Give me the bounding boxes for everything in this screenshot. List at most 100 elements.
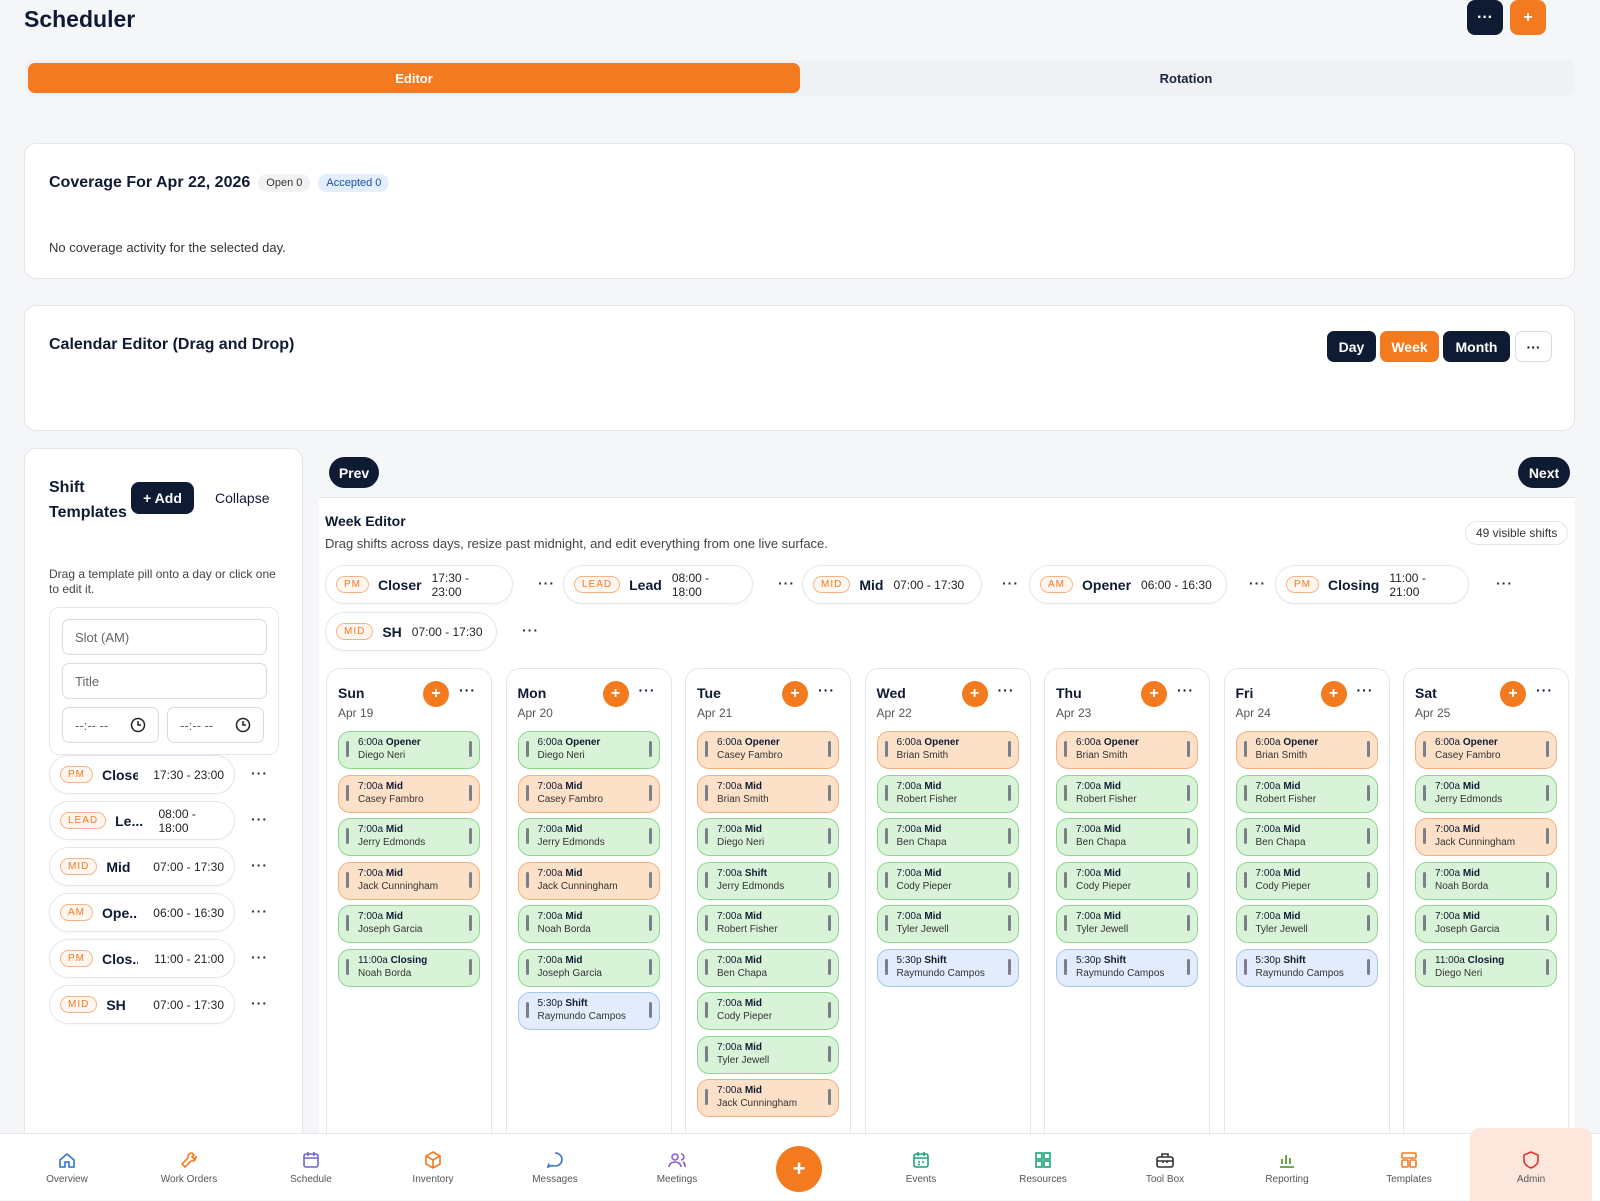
tab-rotation[interactable]: Rotation xyxy=(1159,70,1213,86)
fab-add-button[interactable]: + xyxy=(776,1146,822,1192)
nav-item-messages[interactable]: Messages xyxy=(494,1134,616,1201)
nav-item-inventory[interactable]: Inventory xyxy=(372,1134,494,1201)
shift-card[interactable]: 7:00a Mid Jack Cunningham xyxy=(338,861,480,900)
shift-card[interactable]: 5:30p Shift Raymundo Campos xyxy=(876,948,1019,987)
template-more-button[interactable]: ··· xyxy=(251,949,268,965)
nav-item-resources[interactable]: Resources xyxy=(982,1134,1104,1201)
nav-item-work-orders[interactable]: Work Orders xyxy=(128,1134,250,1201)
nav-item-tool-box[interactable]: Tool Box xyxy=(1104,1134,1226,1201)
shift-card[interactable]: 6:00a Opener Diego Neri xyxy=(338,731,480,769)
shift-card[interactable]: 7:00a Mid Cody Pieper xyxy=(1056,861,1198,900)
shift-card[interactable]: 7:00a Mid Cody Pieper xyxy=(1235,861,1378,900)
nav-item-events[interactable]: Events xyxy=(860,1134,982,1201)
template-pill[interactable]: PM Clos... 11:00 - 21:00 xyxy=(49,939,235,978)
add-shift-button[interactable]: + xyxy=(1320,681,1347,707)
view-day-button[interactable]: Day xyxy=(1327,331,1376,362)
week-template-pill[interactable]: LEAD Lead 08:00 - 18:00 xyxy=(563,565,753,604)
shift-card[interactable]: 7:00a Mid Brian Smith xyxy=(697,774,839,813)
nav-item-overview[interactable]: Overview xyxy=(6,1134,128,1201)
shift-card[interactable]: 7:00a Mid Robert Fisher xyxy=(697,905,839,943)
week-template-pill[interactable]: AM Opener 06:00 - 16:30 xyxy=(1029,565,1227,604)
day-more-button[interactable]: ··· xyxy=(1536,682,1553,698)
template-more-button[interactable]: ··· xyxy=(251,811,268,827)
clock-icon[interactable] xyxy=(130,717,146,733)
shift-card[interactable]: 5:30p Shift Raymundo Campos xyxy=(517,992,660,1030)
shift-card[interactable]: 7:00a Mid Cody Pieper xyxy=(697,992,839,1030)
shift-card[interactable]: 7:00a Shift Jerry Edmonds xyxy=(697,861,839,900)
more-button[interactable]: ··· xyxy=(1467,0,1503,35)
shift-card[interactable]: 7:00a Mid Joseph Garcia xyxy=(1415,905,1557,943)
template-more-button[interactable]: ··· xyxy=(778,575,795,591)
add-button[interactable]: + xyxy=(1510,0,1546,35)
shift-card[interactable]: 7:00a Mid Jack Cunningham xyxy=(1415,818,1557,856)
shift-card[interactable]: 7:00a Mid Jack Cunningham xyxy=(517,861,660,900)
template-pill[interactable]: AM Ope... 06:00 - 16:30 xyxy=(49,893,235,932)
end-time-input[interactable]: --:-- -- xyxy=(167,707,264,743)
template-more-button[interactable]: ··· xyxy=(251,765,268,781)
shift-card[interactable]: 6:00a Opener Casey Fambro xyxy=(1415,731,1557,769)
shift-card[interactable]: 7:00a Mid Noah Borda xyxy=(1415,861,1557,900)
prev-week-button[interactable]: Prev xyxy=(329,457,379,488)
shift-card[interactable]: 5:30p Shift Raymundo Campos xyxy=(1235,948,1378,987)
shift-card[interactable]: 7:00a Mid Jerry Edmonds xyxy=(517,818,660,856)
add-shift-button[interactable]: + xyxy=(782,681,808,707)
shift-card[interactable]: 6:00a Opener Brian Smith xyxy=(1235,731,1378,769)
add-shift-button[interactable]: + xyxy=(423,681,449,707)
shift-card[interactable]: 11:00a Closing Noah Borda xyxy=(338,948,480,987)
day-more-button[interactable]: ··· xyxy=(1177,682,1194,698)
day-more-button[interactable]: ··· xyxy=(818,682,835,698)
week-template-pill[interactable]: MID SH 07:00 - 17:30 xyxy=(325,612,497,651)
shift-card[interactable]: 6:00a Opener Diego Neri xyxy=(517,731,660,769)
shift-card[interactable]: 7:00a Mid Jerry Edmonds xyxy=(1415,774,1557,813)
tab-editor[interactable]: Editor xyxy=(28,63,800,93)
nav-item-schedule[interactable]: Schedule xyxy=(250,1134,372,1201)
shift-card[interactable]: 6:00a Opener Casey Fambro xyxy=(697,731,839,769)
view-month-button[interactable]: Month xyxy=(1443,331,1510,362)
add-shift-button[interactable]: + xyxy=(602,681,629,707)
shift-card[interactable]: 7:00a Mid Tyler Jewell xyxy=(876,905,1019,943)
shift-card[interactable]: 7:00a Mid Joseph Garcia xyxy=(517,948,660,987)
shift-card[interactable]: 7:00a Mid Ben Chapa xyxy=(1056,818,1198,856)
shift-card[interactable]: 7:00a Mid Casey Fambro xyxy=(517,774,660,813)
shift-card[interactable]: 7:00a Mid Tyler Jewell xyxy=(697,1035,839,1074)
view-more-button[interactable]: ··· xyxy=(1515,331,1552,362)
start-time-input[interactable]: --:-- -- xyxy=(62,707,159,743)
clock-icon[interactable] xyxy=(235,717,251,733)
shift-card[interactable]: 7:00a Mid Cody Pieper xyxy=(876,861,1019,900)
shift-card[interactable]: 7:00a Mid Jerry Edmonds xyxy=(338,818,480,856)
template-more-button[interactable]: ··· xyxy=(538,575,555,591)
week-template-pill[interactable]: PM Closing 11:00 - 21:00 xyxy=(1275,565,1469,604)
add-template-button[interactable]: + Add xyxy=(131,482,194,514)
nav-item-meetings[interactable]: Meetings xyxy=(616,1134,738,1201)
template-more-button[interactable]: ··· xyxy=(251,995,268,1011)
shift-card[interactable]: 7:00a Mid Jack Cunningham xyxy=(697,1079,839,1117)
add-shift-button[interactable]: + xyxy=(1141,681,1167,707)
view-week-button[interactable]: Week xyxy=(1380,331,1439,362)
week-template-pill[interactable]: MID Mid 07:00 - 17:30 xyxy=(802,565,982,604)
add-shift-button[interactable]: + xyxy=(961,681,988,707)
template-more-button[interactable]: ··· xyxy=(1249,575,1266,591)
nav-item-templates[interactable]: Templates xyxy=(1348,1134,1470,1201)
day-more-button[interactable]: ··· xyxy=(459,682,476,698)
shift-card[interactable]: 7:00a Mid Ben Chapa xyxy=(697,948,839,987)
template-more-button[interactable]: ··· xyxy=(251,857,268,873)
nav-item-reporting[interactable]: Reporting xyxy=(1226,1134,1348,1201)
shift-card[interactable]: 7:00a Mid Ben Chapa xyxy=(1235,818,1378,856)
next-week-button[interactable]: Next xyxy=(1518,457,1570,488)
shift-card[interactable]: 7:00a Mid Tyler Jewell xyxy=(1056,905,1198,943)
collapse-button[interactable]: Collapse xyxy=(215,490,270,506)
template-pill[interactable]: PM Closer 17:30 - 23:00 xyxy=(49,755,235,794)
template-more-button[interactable]: ··· xyxy=(1496,575,1513,591)
template-pill[interactable]: MID Mid 07:00 - 17:30 xyxy=(49,847,235,886)
week-template-pill[interactable]: PM Closer 17:30 - 23:00 xyxy=(325,565,513,604)
template-more-button[interactable]: ··· xyxy=(251,903,268,919)
shift-card[interactable]: 6:00a Opener Brian Smith xyxy=(876,731,1019,769)
shift-card[interactable]: 7:00a Mid Diego Neri xyxy=(697,818,839,856)
shift-card[interactable]: 7:00a Mid Robert Fisher xyxy=(876,774,1019,813)
shift-card[interactable]: 7:00a Mid Casey Fambro xyxy=(338,774,480,813)
shift-card[interactable]: 7:00a Mid Robert Fisher xyxy=(1056,774,1198,813)
day-more-button[interactable]: ··· xyxy=(638,682,656,698)
template-more-button[interactable]: ··· xyxy=(522,622,539,638)
slot-input[interactable]: Slot (AM) xyxy=(62,619,267,655)
template-pill[interactable]: MID SH 07:00 - 17:30 xyxy=(49,985,235,1024)
